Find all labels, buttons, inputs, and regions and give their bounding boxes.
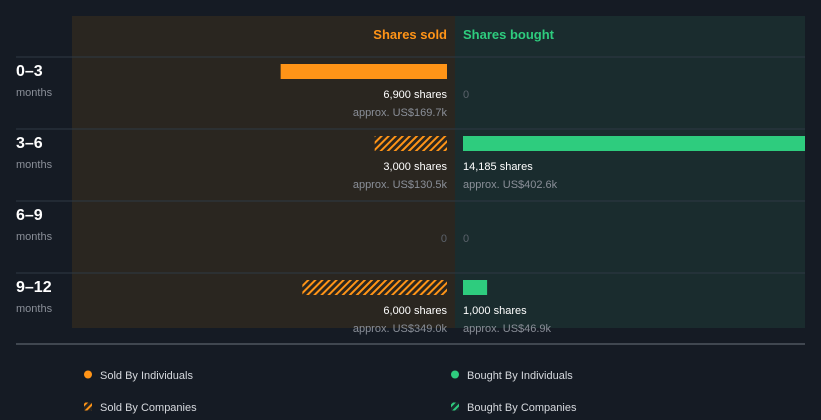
bought-value-label: approx. US$46.9k <box>463 323 552 335</box>
header-shares-bought: Shares bought <box>463 27 555 42</box>
sold-bar-individual <box>280 64 447 79</box>
bought-shares-label: 1,000 shares <box>463 305 527 317</box>
sold-bar-company <box>374 136 447 151</box>
sold-zero-label: 0 <box>441 233 447 245</box>
sold-shares-label: 6,900 shares <box>383 89 447 101</box>
period-range-label: 0–3 <box>16 63 43 80</box>
period-unit-label: months <box>16 231 53 243</box>
sold-value-label: approx. US$130.5k <box>353 179 448 191</box>
period-range-label: 9–12 <box>16 279 52 296</box>
bought-value-label: approx. US$402.6k <box>463 179 558 191</box>
bought-zero-label: 0 <box>463 89 469 101</box>
period-unit-label: months <box>16 87 53 99</box>
header-shares-sold: Shares sold <box>373 27 447 42</box>
legend-swatch-sold-individuals <box>84 370 92 379</box>
bought-bar-individual <box>463 136 805 151</box>
legend-label: Bought By Individuals <box>467 370 573 382</box>
legend-label: Bought By Companies <box>467 402 577 414</box>
sold-value-label: approx. US$169.7k <box>353 107 448 119</box>
legend-swatch-bought-companies <box>451 402 459 411</box>
period-range-label: 6–9 <box>16 207 43 224</box>
bought-panel <box>455 16 805 328</box>
period-unit-label: months <box>16 303 53 315</box>
period-unit-label: months <box>16 159 53 171</box>
sold-shares-label: 3,000 shares <box>383 161 447 173</box>
legend-swatch-bought-individuals <box>451 370 459 379</box>
period-range-label: 3–6 <box>16 135 43 152</box>
legend-swatch-sold-companies <box>84 402 92 411</box>
legend-label: Sold By Companies <box>100 402 197 414</box>
legend-label: Sold By Individuals <box>100 370 193 382</box>
sold-shares-label: 6,000 shares <box>383 305 447 317</box>
bought-zero-label: 0 <box>463 233 469 245</box>
bought-bar-individual <box>463 280 488 295</box>
sold-value-label: approx. US$349.0k <box>353 323 448 335</box>
bought-shares-label: 14,185 shares <box>463 161 533 173</box>
sold-bar-company <box>302 280 447 295</box>
